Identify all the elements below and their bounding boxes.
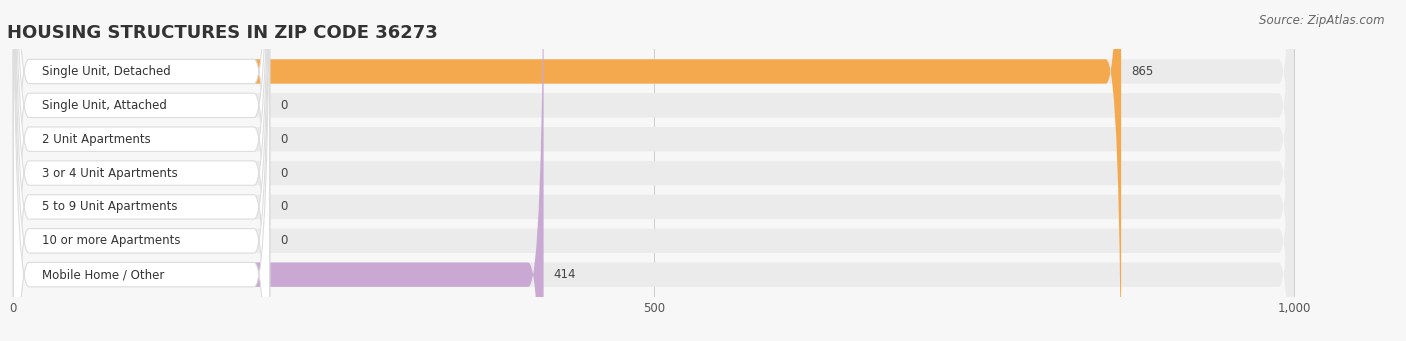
FancyBboxPatch shape bbox=[14, 0, 1294, 341]
Text: 10 or more Apartments: 10 or more Apartments bbox=[42, 234, 180, 247]
FancyBboxPatch shape bbox=[14, 0, 270, 341]
Text: 3 or 4 Unit Apartments: 3 or 4 Unit Apartments bbox=[42, 166, 177, 180]
FancyBboxPatch shape bbox=[14, 0, 270, 341]
Text: 865: 865 bbox=[1132, 65, 1154, 78]
FancyBboxPatch shape bbox=[14, 0, 270, 341]
FancyBboxPatch shape bbox=[14, 0, 270, 341]
Text: 5 to 9 Unit Apartments: 5 to 9 Unit Apartments bbox=[42, 201, 177, 213]
Text: Single Unit, Detached: Single Unit, Detached bbox=[42, 65, 170, 78]
Text: 0: 0 bbox=[280, 201, 287, 213]
Text: 0: 0 bbox=[280, 234, 287, 247]
FancyBboxPatch shape bbox=[14, 0, 1294, 341]
FancyBboxPatch shape bbox=[14, 0, 544, 341]
FancyBboxPatch shape bbox=[14, 0, 1294, 341]
FancyBboxPatch shape bbox=[14, 0, 1294, 341]
Text: Mobile Home / Other: Mobile Home / Other bbox=[42, 268, 165, 281]
Text: 414: 414 bbox=[554, 268, 576, 281]
FancyBboxPatch shape bbox=[14, 0, 1294, 341]
FancyBboxPatch shape bbox=[14, 0, 270, 341]
Text: HOUSING STRUCTURES IN ZIP CODE 36273: HOUSING STRUCTURES IN ZIP CODE 36273 bbox=[7, 24, 437, 42]
FancyBboxPatch shape bbox=[14, 0, 1294, 341]
Text: Single Unit, Attached: Single Unit, Attached bbox=[42, 99, 166, 112]
Text: 2 Unit Apartments: 2 Unit Apartments bbox=[42, 133, 150, 146]
Text: 0: 0 bbox=[280, 99, 287, 112]
FancyBboxPatch shape bbox=[14, 0, 270, 341]
FancyBboxPatch shape bbox=[14, 0, 1121, 341]
FancyBboxPatch shape bbox=[14, 0, 1294, 341]
Text: 0: 0 bbox=[280, 133, 287, 146]
Text: Source: ZipAtlas.com: Source: ZipAtlas.com bbox=[1260, 14, 1385, 27]
Text: 0: 0 bbox=[280, 166, 287, 180]
FancyBboxPatch shape bbox=[14, 0, 270, 341]
